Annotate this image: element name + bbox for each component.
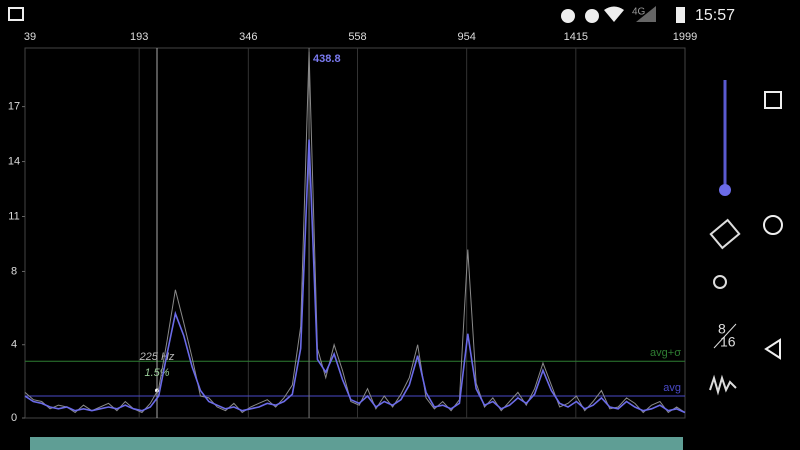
x-tick-label: 1415 xyxy=(564,31,588,43)
plot-frame xyxy=(24,47,686,419)
level-label: avg xyxy=(663,382,681,394)
nav-recents[interactable] xyxy=(764,91,782,109)
theme-button[interactable] xyxy=(713,275,727,289)
signal-icon xyxy=(636,6,656,22)
spectrum-line xyxy=(24,139,686,414)
x-tick-label: 193 xyxy=(130,31,148,43)
x-tick-label: 558 xyxy=(348,31,366,43)
y-tick-label: 8 xyxy=(11,265,17,277)
x-tick-label: 346 xyxy=(239,31,257,43)
bits-bottom[interactable]: 16 xyxy=(720,334,736,350)
scroll-bar[interactable] xyxy=(30,437,683,450)
level-label: avg+σ xyxy=(650,347,681,359)
nav-home[interactable] xyxy=(763,215,783,235)
rotate-button[interactable] xyxy=(709,218,741,250)
bits-top: 8 xyxy=(718,321,726,337)
x-tick-label: 39 xyxy=(24,31,36,43)
battery-icon xyxy=(676,7,685,23)
slider-thumb[interactable] xyxy=(719,184,731,196)
gallery-icon xyxy=(8,7,24,21)
network-type: 4G xyxy=(632,7,646,18)
waveform-button[interactable] xyxy=(709,374,737,396)
y-tick-label: 0 xyxy=(11,412,17,424)
y-tick-label: 4 xyxy=(11,339,17,351)
bits-divider xyxy=(713,323,737,349)
wifi-icon xyxy=(604,6,624,22)
y-tick-label: 17 xyxy=(8,101,20,113)
nav-back[interactable] xyxy=(764,338,781,360)
data-saver-icon xyxy=(561,9,575,23)
dnd-icon xyxy=(585,9,599,23)
clock: 15:57 xyxy=(695,7,735,24)
cursor-frequency: 225 Hz xyxy=(139,351,175,363)
x-tick-label: 954 xyxy=(457,31,475,43)
cursor-percent: 1.5% xyxy=(144,367,169,379)
peak-label: 438.8 xyxy=(313,53,341,65)
x-tick-label: 1999 xyxy=(673,31,697,43)
y-tick-label: 11 xyxy=(8,210,19,222)
y-tick-label: 14 xyxy=(8,155,20,167)
